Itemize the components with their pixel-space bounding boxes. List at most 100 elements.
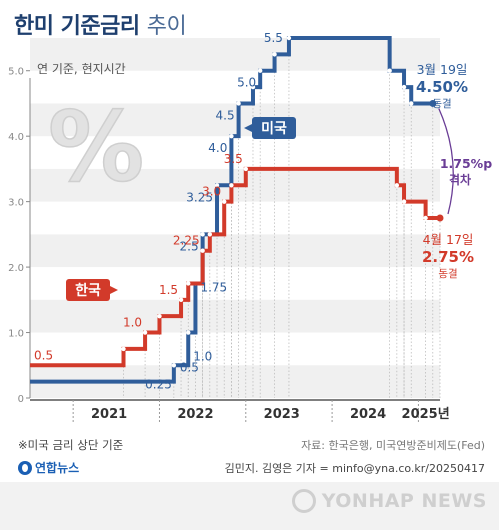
us-step-dot [214, 183, 220, 188]
us-value-label: 1.75 [200, 280, 227, 294]
band-row [30, 103, 440, 137]
gap-label: 격차 [449, 172, 471, 187]
us-tag-pointer [244, 124, 252, 132]
us-date-label: 3월 19일 [417, 62, 468, 77]
korea-tag-box [66, 279, 110, 301]
us-value-label: 0.25 [145, 378, 172, 392]
watermark-strip [0, 482, 499, 530]
us-value-label: 2.5 [180, 239, 199, 253]
band-row [30, 38, 440, 71]
us-step-dot [229, 133, 234, 139]
watermark-text: YONHAP NEWS [321, 490, 487, 512]
page-title: 한미 기준금리 추이 [14, 8, 187, 40]
korea-step-dot [178, 297, 184, 303]
year-bands [30, 38, 440, 398]
us-step-dot [171, 363, 177, 368]
korea-tag-label: 한국 [75, 283, 101, 299]
title-main: 한미 기준금리 [14, 14, 140, 39]
us-end-dot [429, 99, 437, 107]
korea-value-label: 2.25 [173, 234, 200, 248]
x-tick-label: 2025년 [402, 407, 450, 422]
korea-value-label: 3.0 [202, 185, 221, 199]
korea-step-dot [200, 248, 205, 253]
us-step-dot [186, 330, 191, 335]
series-lines [30, 35, 444, 384]
us-rate-line [30, 36, 433, 384]
korea-step-dot [229, 183, 234, 188]
korea-step-dot [186, 281, 191, 286]
subtitle: 연 기준, 현지시간 [37, 62, 126, 76]
percent-glyph: % [48, 91, 144, 203]
korea-step-dot [401, 199, 407, 204]
us-step-dot [401, 84, 407, 90]
korea-step-dot [157, 313, 162, 319]
us-value-label: 1.0 [193, 350, 212, 364]
gap-value-label: 1.75%p [440, 156, 492, 171]
korea-rate-line [30, 166, 440, 368]
x-tick-label: 2024 [350, 407, 386, 422]
us-step-dot [409, 101, 414, 106]
korea-step-dot [207, 232, 213, 237]
change-drop-lines [123, 38, 441, 398]
korea-tag: 한국 [66, 279, 118, 301]
us-step-dot [272, 52, 277, 57]
us-step-dot [200, 232, 205, 237]
us-step-dot [286, 35, 292, 41]
korea-tag-pointer [110, 286, 118, 294]
gap-bracket [438, 108, 454, 215]
us-value-label: 4.0 [208, 141, 227, 155]
us-step-dot [257, 68, 263, 73]
source-text: 자료: 한국은행, 미국연방준비제도(Fed) [301, 439, 485, 452]
korea-value-label: 0.5 [34, 348, 53, 362]
korea-step-dot [243, 166, 248, 172]
x-axis: 2021 2022 2023 2024 2025년 [30, 399, 450, 422]
korea-date-label: 4월 17일 [423, 232, 474, 247]
title-thin: 추이 [146, 14, 187, 39]
y-tick-label: 0 [18, 394, 24, 405]
korea-step-dot [222, 199, 227, 204]
y-tick-label: 2.0 [8, 263, 24, 274]
y-tick-label: 5.0 [8, 67, 24, 78]
watermark: YONHAP NEWS [291, 489, 487, 513]
korea-value-label: 2.75% [422, 248, 474, 266]
brand-logo: 연합뉴스 [18, 459, 79, 476]
credit-text: 김민지. 김영은 기자 = minfo@yna.co.kr/20250417 [224, 462, 485, 475]
footnote: ※미국 금리 상단 기준 [18, 438, 124, 452]
data-labels: 0.51.01.752.53.254.04.55.05.50.250.51.01… [34, 31, 283, 392]
y-tick-label: 3.0 [8, 198, 24, 209]
x-tick-label: 2022 [177, 407, 213, 422]
korea-value-label: 1.0 [123, 316, 142, 330]
us-status-label: 동결 [432, 98, 451, 110]
us-value-label: 5.5 [264, 31, 283, 45]
band-row [30, 234, 440, 268]
y-axis: 0 1.0 2.0 3.0 4.0 5.0 [8, 67, 31, 405]
korea-end-dot [436, 214, 444, 222]
us-tag: 미국 [244, 117, 296, 139]
us-step-dot [236, 101, 241, 106]
percent-sign-icon: % [47, 90, 145, 204]
us-step-dot [250, 84, 256, 90]
us-tag-box [252, 117, 296, 139]
korea-step-dot [121, 346, 126, 352]
band-row [30, 299, 440, 333]
korea-value-label: 1.5 [159, 283, 178, 297]
yonhap-logo-icon [18, 460, 32, 475]
us-tag-label: 미국 [261, 121, 287, 137]
us-value-label: 4.5 [216, 108, 235, 122]
korea-status-label: 동결 [438, 268, 457, 280]
korea-value-label: 3.5 [224, 152, 243, 166]
y-tick-label: 4.0 [8, 132, 24, 143]
x-tick-label: 2023 [264, 407, 300, 422]
us-value-label: 4.50% [416, 78, 468, 96]
us-value-label: 0.5 [180, 360, 199, 374]
us-step-dot [387, 68, 392, 73]
korea-step-dot [142, 330, 148, 335]
x-tick-label: 2021 [91, 407, 127, 422]
us-value-label: 3.25 [186, 190, 213, 204]
us-value-label: 5.0 [237, 76, 256, 90]
brand-name: 연합뉴스 [35, 461, 80, 475]
watermark-logo-icon [291, 489, 316, 513]
